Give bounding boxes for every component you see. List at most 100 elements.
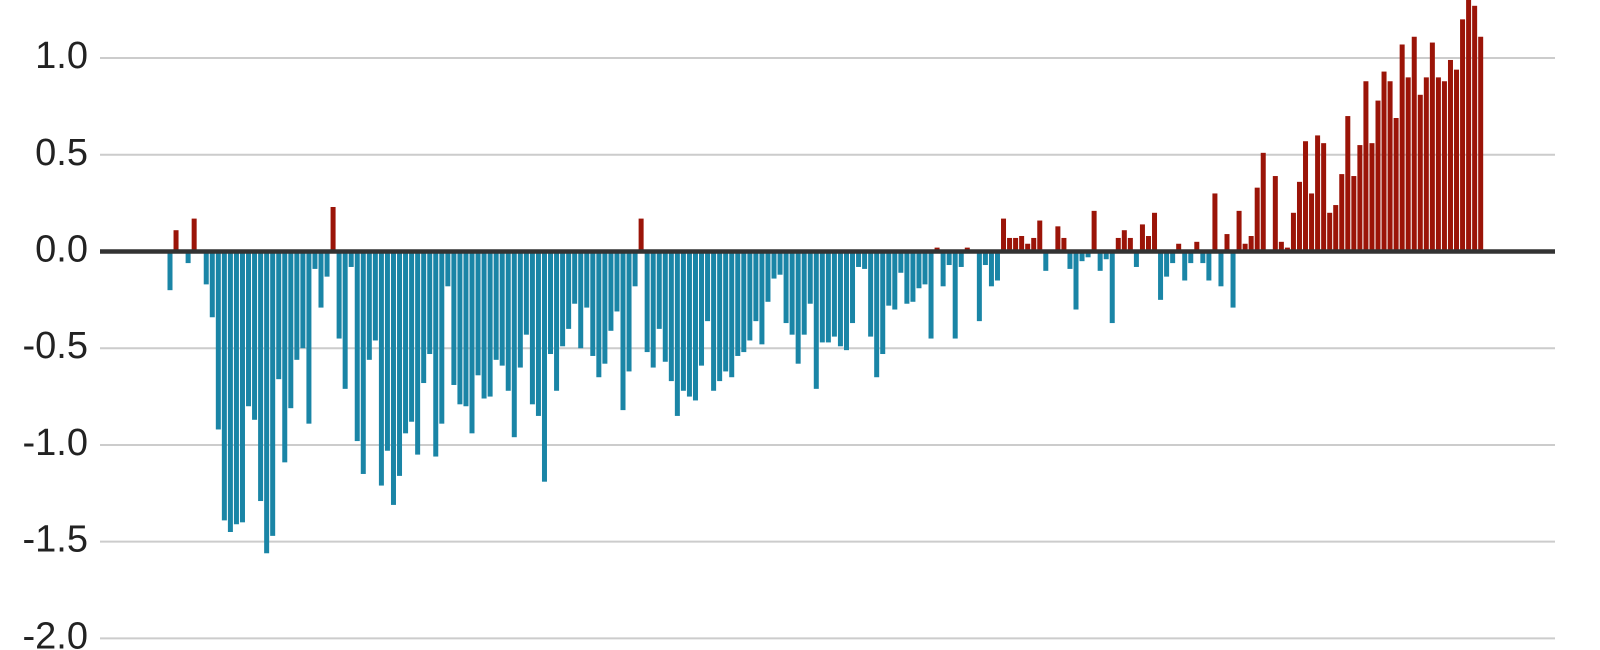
bar xyxy=(1296,181,1302,252)
bar xyxy=(632,251,638,287)
bar xyxy=(1309,193,1315,252)
bar xyxy=(469,251,475,434)
bar xyxy=(264,251,270,554)
bar xyxy=(1363,81,1369,252)
bar xyxy=(898,251,904,273)
bar xyxy=(1254,187,1260,252)
bar xyxy=(1393,118,1399,252)
bar xyxy=(233,251,239,525)
bar xyxy=(1260,152,1266,252)
bar xyxy=(626,251,632,372)
bar xyxy=(276,251,282,380)
bar xyxy=(1454,69,1460,252)
bar xyxy=(850,251,856,324)
bar xyxy=(843,251,849,351)
bar xyxy=(372,251,378,341)
bar xyxy=(1001,218,1007,252)
bar xyxy=(1031,237,1037,252)
bar xyxy=(1339,174,1345,252)
bar xyxy=(1321,143,1327,252)
bar xyxy=(294,251,300,360)
bar xyxy=(1158,251,1164,300)
bar xyxy=(952,251,958,339)
bar xyxy=(680,251,686,391)
bar xyxy=(354,251,360,442)
y-tick-label: -1.5 xyxy=(23,519,88,561)
bar xyxy=(717,251,723,382)
bar xyxy=(397,251,403,476)
bar xyxy=(541,251,547,482)
bar xyxy=(1429,42,1435,252)
bar xyxy=(892,251,898,310)
bar xyxy=(1351,176,1357,252)
bar xyxy=(421,251,427,384)
bar xyxy=(1164,251,1170,277)
bar xyxy=(994,251,1000,281)
bar xyxy=(1248,236,1254,252)
bar xyxy=(409,251,415,422)
bar xyxy=(789,251,795,335)
bar xyxy=(874,251,880,378)
bar xyxy=(1079,251,1085,262)
bar xyxy=(1315,135,1321,252)
bar xyxy=(662,251,668,362)
bar xyxy=(1025,243,1031,252)
bar xyxy=(1206,251,1212,281)
bar xyxy=(246,251,252,407)
bar xyxy=(499,251,505,366)
bar xyxy=(1055,226,1061,252)
bar xyxy=(1369,143,1375,252)
bar xyxy=(535,251,541,416)
bar xyxy=(493,251,499,360)
bar xyxy=(173,230,179,252)
bar xyxy=(1405,77,1411,252)
bar xyxy=(566,251,572,329)
y-tick-label: 0.5 xyxy=(35,132,88,174)
bar xyxy=(1441,81,1447,252)
bar xyxy=(674,251,680,416)
bar xyxy=(360,251,366,474)
bar xyxy=(1236,210,1242,252)
bar xyxy=(1272,176,1278,252)
bar xyxy=(711,251,717,391)
bar xyxy=(813,251,819,389)
bar xyxy=(1182,251,1188,281)
bar xyxy=(837,251,843,347)
bar xyxy=(1019,236,1025,252)
bar xyxy=(548,251,554,355)
bar xyxy=(692,251,698,401)
bar xyxy=(511,251,517,438)
bar xyxy=(807,251,813,304)
bar xyxy=(312,251,318,269)
bar xyxy=(209,251,215,318)
bar xyxy=(445,251,451,287)
bar xyxy=(940,251,946,287)
bar xyxy=(1303,141,1309,252)
bar xyxy=(1387,81,1393,252)
bar xyxy=(457,251,463,405)
bar xyxy=(330,206,336,252)
bar xyxy=(723,251,729,372)
bar xyxy=(1109,251,1115,324)
bar xyxy=(167,251,173,291)
bar xyxy=(825,251,831,343)
bar xyxy=(1333,205,1339,252)
bar xyxy=(306,251,312,424)
bar xyxy=(185,251,191,264)
bar xyxy=(517,251,523,368)
bar xyxy=(203,251,209,285)
bar xyxy=(439,251,445,424)
bar xyxy=(324,251,330,277)
bar xyxy=(451,251,457,385)
bar xyxy=(668,251,674,382)
bar xyxy=(1435,77,1441,252)
bar xyxy=(505,251,511,391)
bar xyxy=(699,251,705,366)
bar xyxy=(910,251,916,302)
bar xyxy=(227,251,233,532)
bar xyxy=(868,251,874,337)
bar xyxy=(1067,251,1073,269)
bar xyxy=(560,251,566,347)
bar xyxy=(705,251,711,322)
